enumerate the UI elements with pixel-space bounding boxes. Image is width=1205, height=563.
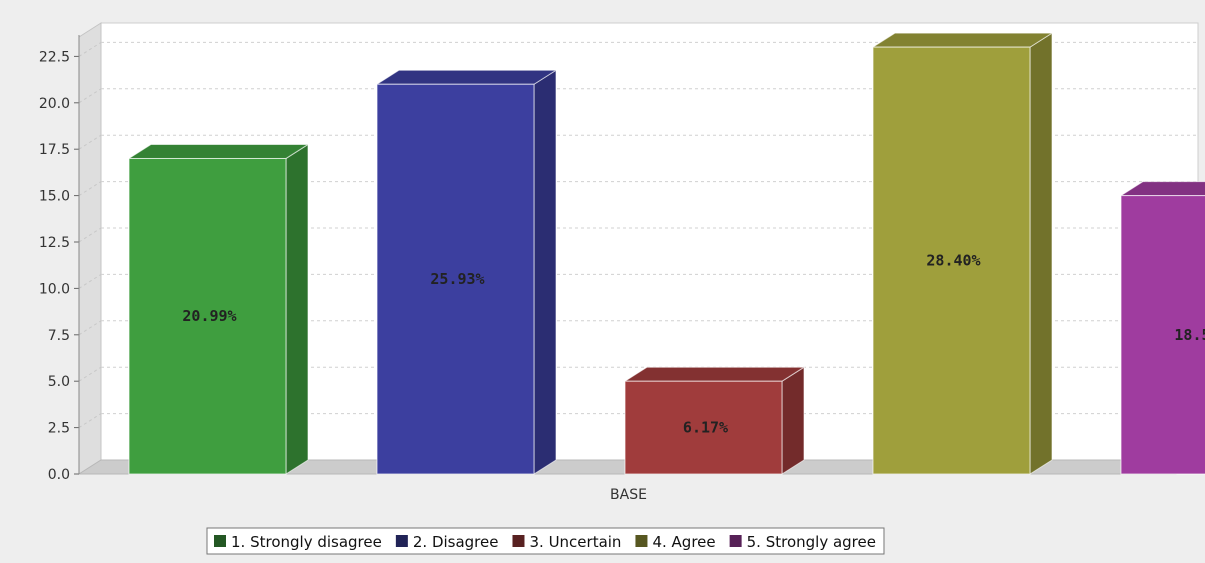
bar-side <box>533 69 557 475</box>
plot-side-wall <box>78 22 102 475</box>
legend-label: 3. Uncertain <box>529 533 621 551</box>
bar-top <box>127 143 310 159</box>
legend-swatch <box>214 535 226 547</box>
y-tick-label: 15.0 <box>39 189 70 205</box>
bar-2 <box>375 69 558 475</box>
x-category-label: BASE <box>610 487 647 503</box>
data-label-1: 20.99% <box>182 307 236 325</box>
y-tick-label: 17.5 <box>39 142 70 158</box>
legend-swatch <box>395 535 408 547</box>
data-label-5: 18.52% <box>1174 326 1205 344</box>
legend-item-5: 5. Strongly agree <box>729 533 876 551</box>
bar-1 <box>127 143 310 475</box>
side-gridline <box>78 88 102 104</box>
y-tick-label: 22.5 <box>39 49 70 65</box>
bar-5 <box>1119 181 1205 475</box>
y-tick-label: 12.5 <box>39 235 70 251</box>
bar-4 <box>871 32 1054 475</box>
bars <box>127 32 1205 475</box>
bar-front <box>872 46 1031 475</box>
legend-label: 2. Disagree <box>413 533 499 551</box>
bar-top <box>1119 181 1205 197</box>
legend-item-3: 3. Uncertain <box>512 533 621 551</box>
legend-swatch <box>512 535 525 547</box>
y-tick-label: 5.0 <box>48 374 70 390</box>
bar-side <box>285 143 309 475</box>
legend-items: 1. Strongly disagree 2. Disagree 3. Uncert… <box>214 533 876 551</box>
legend-item-4: 4. Agree <box>635 533 716 551</box>
bar-top <box>375 69 558 85</box>
bar-top <box>871 32 1054 48</box>
side-gridline <box>78 134 102 150</box>
y-tick-label: 2.5 <box>48 421 70 437</box>
legend-item-1: 1. Strongly disagree <box>214 533 382 551</box>
side-gridline <box>78 320 102 336</box>
data-label-4: 28.40% <box>926 252 980 270</box>
legend: 1. Strongly disagree 2. Disagree 3. Uncert… <box>206 527 885 555</box>
legend-swatch <box>635 535 648 547</box>
legend-label: 1. Strongly disagree <box>231 533 382 551</box>
data-label-2: 25.93% <box>430 270 484 288</box>
legend-label: 5. Strongly agree <box>747 533 876 551</box>
y-tick-label: 10.0 <box>39 281 70 297</box>
y-tick-label: 20.0 <box>39 96 70 112</box>
y-tick-label: 7.5 <box>48 328 70 344</box>
legend-box <box>206 527 885 555</box>
side-gridline <box>78 273 102 289</box>
data-labels: 20.99% 25.93% 6.17% 28.40% 18.52% <box>182 252 1205 437</box>
y-tick-label: 0.0 <box>48 467 70 483</box>
side-gridline <box>78 181 102 197</box>
y-axis-ticks: 0.0 2.5 5.0 7.5 10.0 12.5 15.0 17.5 20.0 22.5 <box>39 35 80 483</box>
data-label-3: 6.17% <box>683 419 728 437</box>
bar-top <box>623 366 806 382</box>
bar-3 <box>623 366 806 475</box>
x-axis: BASE <box>610 487 647 503</box>
bar-front <box>128 157 287 475</box>
bar-side <box>1029 32 1053 475</box>
bar-side <box>781 366 805 475</box>
bar-front <box>624 380 783 475</box>
side-gridline <box>78 413 102 429</box>
side-gridline <box>78 227 102 243</box>
bar-front <box>1120 195 1205 475</box>
legend-label: 4. Agree <box>652 533 715 551</box>
side-gridline <box>78 41 102 57</box>
legend-item-2: 2. Disagree <box>395 533 499 551</box>
side-gridline <box>78 366 102 382</box>
bar-front <box>376 83 535 475</box>
legend-swatch <box>729 535 742 547</box>
